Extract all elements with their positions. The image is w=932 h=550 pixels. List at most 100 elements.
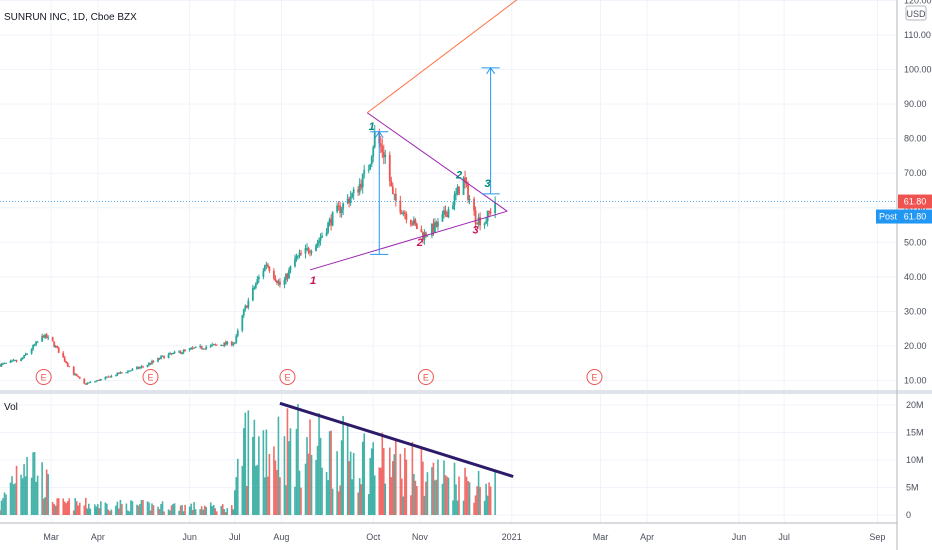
volume-bar	[54, 505, 57, 515]
volume-bar	[298, 470, 301, 515]
volume-bar	[149, 510, 152, 515]
volume-bar	[65, 503, 68, 515]
volume-bar	[455, 484, 457, 515]
triangle-lower-line[interactable]	[309, 210, 508, 271]
candle-body	[444, 210, 447, 215]
earnings-marker[interactable]	[142, 369, 159, 385]
volume-bar	[357, 492, 359, 515]
candle-body	[309, 252, 311, 254]
volume-bar	[483, 500, 486, 515]
volume-bar	[243, 428, 245, 515]
candle-body	[86, 382, 89, 385]
volume-trend-line[interactable]	[279, 401, 514, 478]
volume-axis[interactable]: 20M 15M 10M 5M 0	[906, 400, 924, 520]
candle-body	[116, 372, 119, 376]
candle-body	[244, 305, 247, 310]
candle-body	[127, 370, 129, 373]
volume-bar	[373, 475, 376, 515]
candle-body	[182, 349, 185, 353]
volume-bar	[224, 512, 227, 515]
volume-bar	[414, 480, 417, 515]
candle-body	[288, 269, 290, 279]
time-axis[interactable]: Mar Apr Jun Jul Aug Oct Nov 2021 Mar Apr Jun Jul Sep	[43, 532, 885, 542]
candle-body	[35, 341, 38, 345]
candle-body	[57, 347, 60, 353]
earnings-marker[interactable]	[417, 369, 434, 385]
volume-bar	[401, 478, 403, 515]
candle-body	[310, 251, 313, 253]
candle-body	[400, 212, 403, 214]
volume-bar	[443, 460, 445, 515]
volume-bar	[178, 510, 180, 515]
volume-bar	[346, 425, 349, 515]
volume-bar	[351, 479, 353, 515]
earnings-marker-label: E	[41, 373, 47, 383]
trend-line[interactable]	[366, 0, 534, 114]
measure-height-arrow	[374, 130, 384, 139]
candle-body	[473, 198, 475, 211]
volume-bar	[370, 448, 373, 515]
volume-bar	[232, 509, 235, 515]
candle-body	[458, 186, 460, 195]
volume-bar	[236, 458, 239, 515]
volume-bar	[410, 495, 412, 515]
volume-bar	[87, 503, 90, 515]
candle-body	[295, 256, 298, 259]
candle-body	[184, 349, 187, 351]
candle-body	[75, 374, 78, 376]
volume-bar	[98, 508, 101, 515]
volume-bar	[331, 488, 334, 515]
volume-bar	[276, 469, 278, 515]
candle-body	[47, 337, 50, 339]
volume-bar	[244, 412, 247, 515]
candle-body	[209, 345, 212, 347]
volume-bar	[190, 503, 192, 515]
volume-bar	[68, 498, 71, 515]
candle-body	[447, 209, 450, 218]
volume-bar	[348, 461, 350, 515]
volume-bar	[110, 509, 113, 515]
volume-bar	[26, 456, 28, 515]
wave-label-lower: 3	[473, 225, 479, 237]
earnings-marker[interactable]	[586, 369, 603, 385]
volume-bar	[78, 502, 81, 515]
price-tick-label: 100.00	[904, 65, 932, 75]
candle-body	[203, 348, 206, 350]
price-tick-label: 30.00	[904, 306, 927, 316]
volume-bar	[95, 506, 98, 515]
volume-bar	[446, 476, 448, 515]
last-price-text: 61.80	[904, 197, 927, 207]
candle-body	[483, 223, 486, 226]
pane-separator[interactable]	[0, 390, 932, 394]
earnings-marker[interactable]	[35, 369, 52, 385]
volume-bar	[294, 486, 296, 515]
volume-bar	[72, 510, 75, 515]
candle-body	[479, 217, 481, 226]
volume-bar	[444, 475, 447, 515]
volume-bar	[107, 509, 110, 515]
chart-drawings[interactable]: 1 2 3 1 2 3	[0, 0, 897, 478]
candle-body	[388, 154, 391, 182]
candle-body	[87, 382, 90, 384]
volume-bar	[32, 452, 34, 515]
volume-bar	[241, 465, 244, 515]
candle-body	[370, 156, 373, 165]
volume-bar	[0, 500, 3, 515]
volume-bar	[393, 454, 396, 515]
earnings-marker[interactable]	[279, 369, 296, 385]
volume-bar	[265, 429, 268, 515]
volume-bar	[161, 501, 164, 515]
candle-body	[149, 363, 152, 365]
volume-bar	[462, 500, 465, 515]
volume-bar	[456, 500, 459, 515]
candle-body	[221, 345, 224, 347]
volume-bar	[342, 415, 344, 515]
currency-badge[interactable]: USD	[905, 5, 927, 21]
triangle-upper-line[interactable]	[366, 112, 508, 212]
candle-body	[263, 265, 266, 271]
volume-bar	[130, 500, 132, 515]
volume-bar	[285, 485, 287, 515]
symbol-title[interactable]: SUNRUN INC, 1D, Cboe BZX	[4, 12, 137, 23]
